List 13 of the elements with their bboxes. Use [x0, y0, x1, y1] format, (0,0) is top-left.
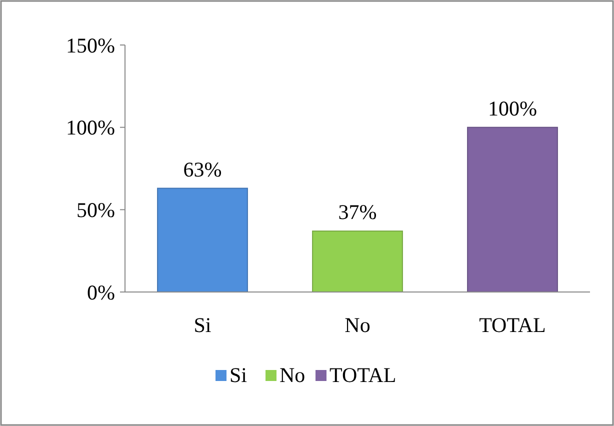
- x-tick-label: TOTAL: [479, 313, 546, 337]
- data-label: 100%: [488, 96, 537, 120]
- legend-label: No: [280, 363, 306, 387]
- y-tick-label: 50%: [76, 198, 115, 222]
- legend-label: TOTAL: [330, 363, 396, 387]
- data-label: 63%: [183, 157, 222, 182]
- x-tick-label: Si: [194, 313, 212, 337]
- x-tick-label: No: [344, 313, 370, 337]
- y-tick-label: 150%: [66, 33, 115, 58]
- data-label: 37%: [338, 200, 377, 224]
- legend-label: Si: [230, 363, 248, 387]
- y-tick-label: 100%: [66, 116, 115, 140]
- y-tick-label: 0%: [87, 280, 115, 304]
